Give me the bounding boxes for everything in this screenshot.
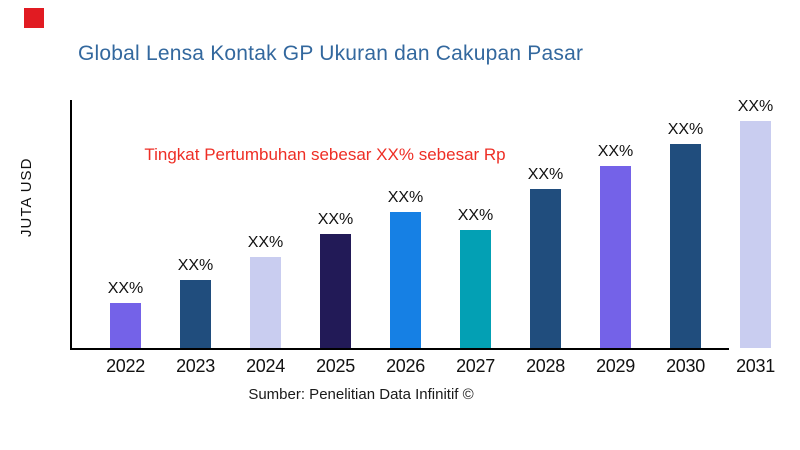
bar-2026 bbox=[390, 212, 421, 348]
bar-value-label-2024: XX% bbox=[247, 234, 284, 251]
bar-value-label-2030: XX% bbox=[667, 121, 704, 138]
x-tick-label-2031: 2031 bbox=[736, 356, 775, 376]
bar-value-label-2022: XX% bbox=[107, 280, 144, 297]
bar-2022 bbox=[110, 303, 141, 348]
x-tick-label-2023: 2023 bbox=[176, 356, 215, 376]
x-tick-label-2027: 2027 bbox=[456, 356, 495, 376]
y-axis-label: JUTA USD bbox=[18, 157, 35, 238]
growth-rate-annotation: Tingkat Pertumbuhan sebesar XX% sebesar … bbox=[144, 145, 506, 164]
x-tick-label-2022: 2022 bbox=[106, 356, 145, 376]
x-tick-label-2029: 2029 bbox=[596, 356, 635, 376]
bar-value-label-2029: XX% bbox=[597, 143, 634, 160]
bar-2029 bbox=[600, 166, 631, 348]
x-axis-line bbox=[70, 348, 729, 350]
bar-2025 bbox=[320, 234, 351, 348]
x-tick-label-2025: 2025 bbox=[316, 356, 355, 376]
x-tick-label-2030: 2030 bbox=[666, 356, 705, 376]
bar-2030 bbox=[670, 144, 701, 348]
bar-2027 bbox=[460, 230, 491, 348]
x-tick-label-2028: 2028 bbox=[526, 356, 565, 376]
bar-2024 bbox=[250, 257, 281, 348]
bar-value-label-2027: XX% bbox=[457, 207, 494, 224]
y-axis-line bbox=[70, 100, 72, 350]
bar-2023 bbox=[180, 280, 211, 348]
source-caption: Sumber: Penelitian Data Infinitif © bbox=[248, 386, 474, 403]
bar-value-label-2028: XX% bbox=[527, 166, 564, 183]
bar-2031 bbox=[740, 121, 771, 348]
x-tick-label-2026: 2026 bbox=[386, 356, 425, 376]
x-tick-label-2024: 2024 bbox=[246, 356, 285, 376]
bar-value-label-2023: XX% bbox=[177, 257, 214, 274]
bar-value-label-2031: XX% bbox=[737, 98, 774, 115]
bar-2028 bbox=[530, 189, 561, 348]
chart-title: Global Lensa Kontak GP Ukuran dan Cakupa… bbox=[78, 42, 584, 65]
brand-mark-square bbox=[24, 8, 44, 28]
bar-value-label-2026: XX% bbox=[387, 189, 424, 206]
bar-value-label-2025: XX% bbox=[317, 211, 354, 228]
